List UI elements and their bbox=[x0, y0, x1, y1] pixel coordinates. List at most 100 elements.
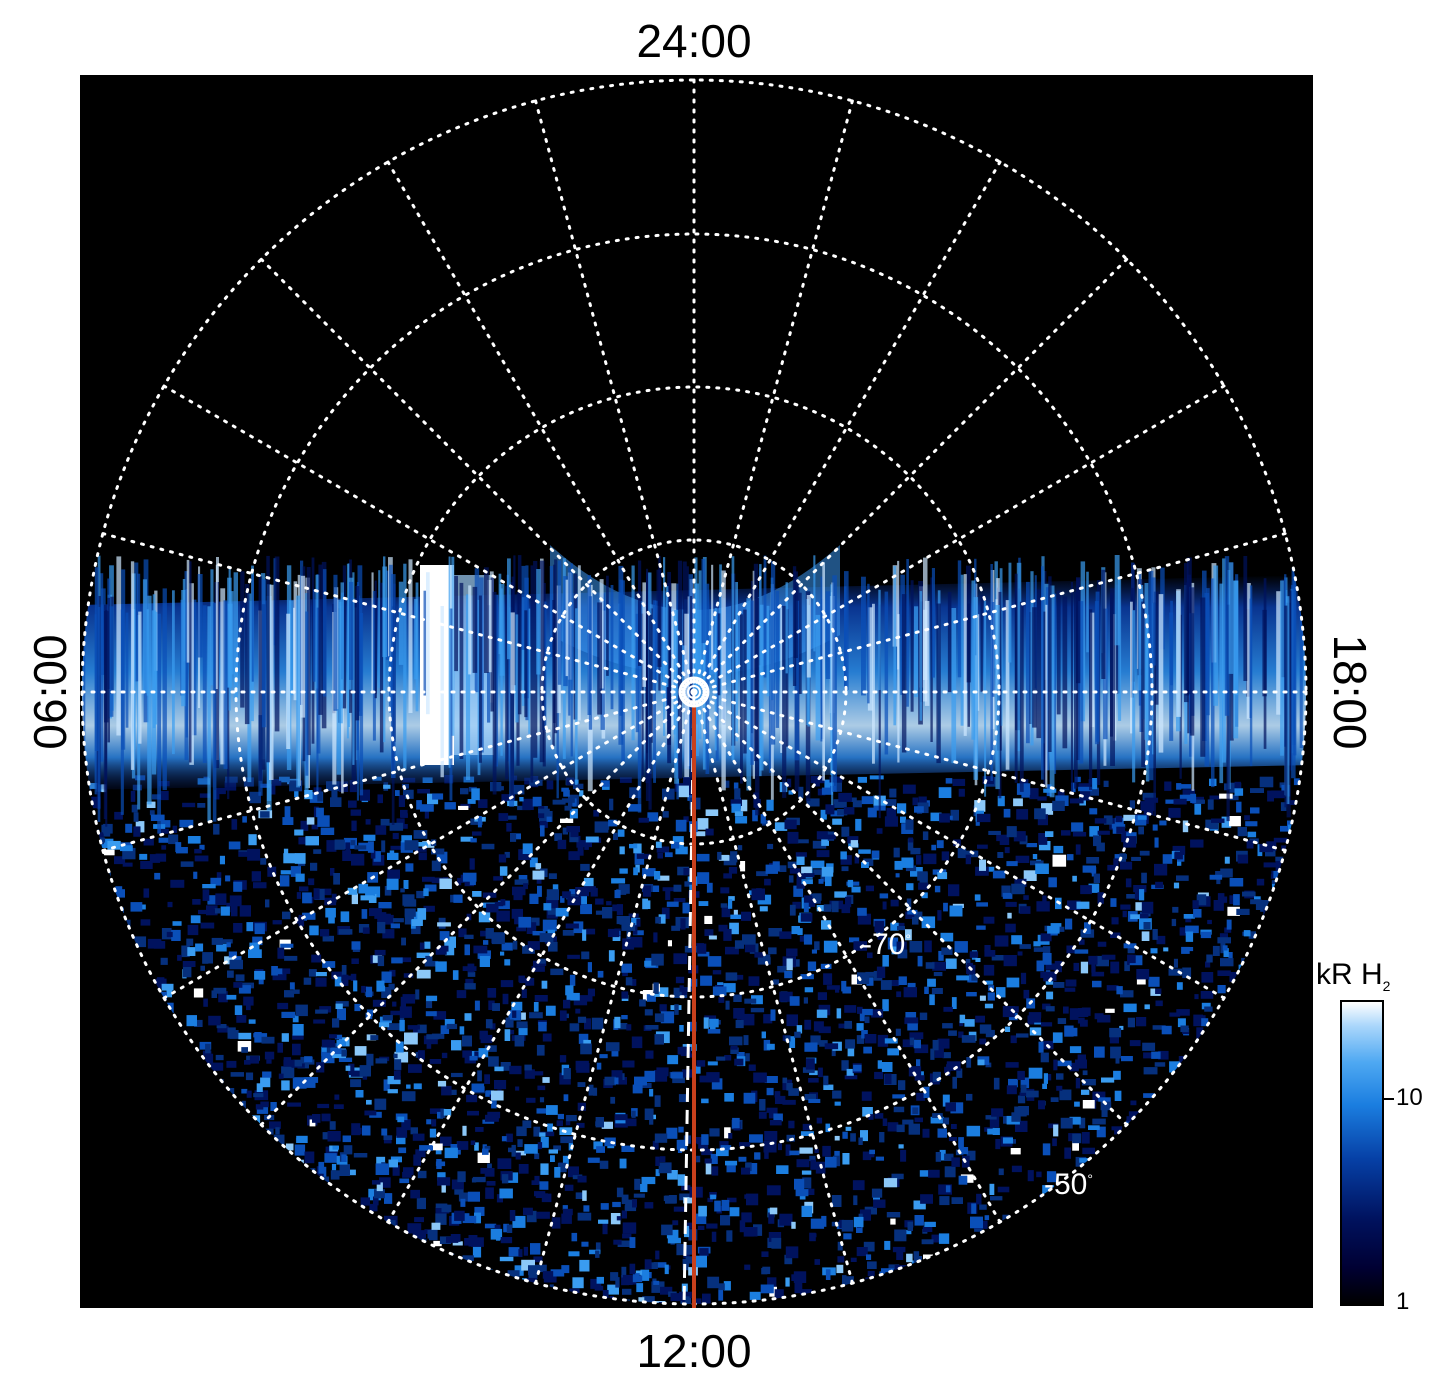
auroral-streak bbox=[138, 611, 142, 744]
noise-speck bbox=[1028, 1012, 1042, 1018]
noise-speck bbox=[130, 790, 136, 802]
noise-speck bbox=[550, 968, 564, 976]
auroral-streak bbox=[359, 613, 364, 796]
noise-speck bbox=[608, 819, 618, 827]
noise-speck bbox=[286, 1143, 294, 1151]
auroral-streak bbox=[951, 608, 957, 764]
noise-speck bbox=[614, 1119, 628, 1128]
noise-speck bbox=[918, 796, 927, 806]
noise-speck bbox=[724, 1127, 731, 1139]
noise-speck bbox=[1091, 964, 1096, 973]
noise-speck bbox=[837, 1241, 843, 1251]
noise-speck bbox=[399, 1178, 410, 1184]
noise-speck bbox=[803, 997, 808, 1004]
auroral-streak bbox=[832, 575, 837, 792]
noise-speck bbox=[1113, 858, 1119, 869]
noise-speck bbox=[168, 834, 179, 845]
noise-speck bbox=[930, 1116, 944, 1124]
noise-speck bbox=[979, 1038, 987, 1045]
noise-speck bbox=[1023, 989, 1030, 999]
auroral-streak bbox=[398, 581, 404, 665]
noise-speck bbox=[646, 900, 651, 909]
noise-speck bbox=[944, 1153, 954, 1161]
noise-speck bbox=[720, 887, 730, 894]
noise-speck bbox=[919, 1170, 934, 1177]
noise-speck bbox=[873, 1199, 886, 1208]
noise-speck bbox=[861, 862, 869, 868]
noise-speck bbox=[725, 972, 738, 981]
noise-speck bbox=[825, 1269, 831, 1280]
auroral-streak bbox=[1200, 597, 1206, 757]
noise-speck bbox=[1176, 783, 1182, 790]
noise-speck bbox=[199, 844, 205, 850]
noise-speck bbox=[692, 1213, 707, 1225]
noise-speck bbox=[1105, 1008, 1115, 1013]
noise-speck bbox=[338, 929, 353, 935]
noise-speck bbox=[770, 1009, 776, 1021]
noise-speck bbox=[510, 833, 517, 842]
noise-speck bbox=[182, 961, 196, 967]
noise-speck bbox=[652, 885, 660, 892]
noise-speck bbox=[845, 896, 852, 908]
noise-speck bbox=[675, 819, 687, 832]
noise-speck bbox=[718, 997, 725, 1003]
noise-speck bbox=[684, 1296, 690, 1304]
noise-speck bbox=[215, 893, 227, 905]
noise-speck bbox=[764, 878, 771, 886]
noise-speck bbox=[1053, 1124, 1059, 1137]
noise-speck bbox=[366, 1053, 374, 1066]
noise-speck bbox=[920, 1194, 933, 1204]
noise-speck bbox=[931, 1234, 940, 1243]
noise-speck bbox=[377, 794, 383, 804]
noise-speck bbox=[852, 1180, 865, 1191]
auroral-streak bbox=[1233, 580, 1239, 739]
auroral-streak bbox=[1026, 581, 1030, 744]
auroral-streak bbox=[822, 562, 825, 781]
noise-speck bbox=[856, 1023, 864, 1031]
noise-speck bbox=[939, 1196, 950, 1206]
noise-speck bbox=[426, 995, 438, 1002]
noise-speck bbox=[157, 828, 169, 834]
noise-speck bbox=[631, 1110, 636, 1118]
noise-speck bbox=[282, 911, 291, 920]
auroral-streak bbox=[227, 610, 230, 800]
noise-speck bbox=[578, 1033, 589, 1044]
noise-speck bbox=[772, 861, 780, 871]
noise-speck bbox=[519, 978, 532, 984]
noise-speck bbox=[512, 833, 521, 840]
noise-speck bbox=[387, 1023, 401, 1030]
auroral-streak bbox=[293, 607, 296, 695]
noise-speck bbox=[976, 925, 986, 930]
auroral-streak bbox=[258, 576, 263, 781]
noise-speck bbox=[619, 1158, 627, 1169]
noise-speck bbox=[758, 1111, 767, 1119]
noise-speck bbox=[945, 778, 953, 784]
noise-speck bbox=[622, 938, 635, 950]
noise-speck bbox=[383, 784, 391, 789]
noise-speck bbox=[458, 805, 469, 810]
noise-speck bbox=[958, 1147, 969, 1155]
auroral-streak bbox=[740, 614, 743, 784]
noise-speck bbox=[659, 1156, 666, 1163]
noise-speck bbox=[888, 1264, 900, 1270]
auroral-streak bbox=[588, 596, 593, 730]
noise-speck bbox=[646, 994, 656, 1002]
noise-speck bbox=[482, 1148, 489, 1155]
auroral-streak bbox=[1110, 588, 1115, 766]
noise-speck bbox=[1023, 870, 1037, 881]
noise-speck bbox=[1071, 822, 1084, 832]
noise-speck bbox=[534, 1264, 547, 1273]
noise-speck bbox=[824, 1043, 839, 1050]
noise-speck bbox=[431, 848, 445, 855]
noise-speck bbox=[892, 1246, 906, 1253]
noise-speck bbox=[464, 879, 475, 887]
noise-speck bbox=[907, 982, 916, 990]
noise-speck bbox=[880, 980, 892, 990]
auroral-streak bbox=[1114, 555, 1120, 646]
noise-speck bbox=[362, 927, 370, 934]
noise-speck bbox=[336, 1039, 346, 1047]
noise-speck bbox=[644, 1202, 654, 1209]
noise-speck bbox=[1077, 1017, 1085, 1024]
noise-speck bbox=[1152, 1025, 1166, 1030]
noise-speck bbox=[704, 1015, 717, 1020]
